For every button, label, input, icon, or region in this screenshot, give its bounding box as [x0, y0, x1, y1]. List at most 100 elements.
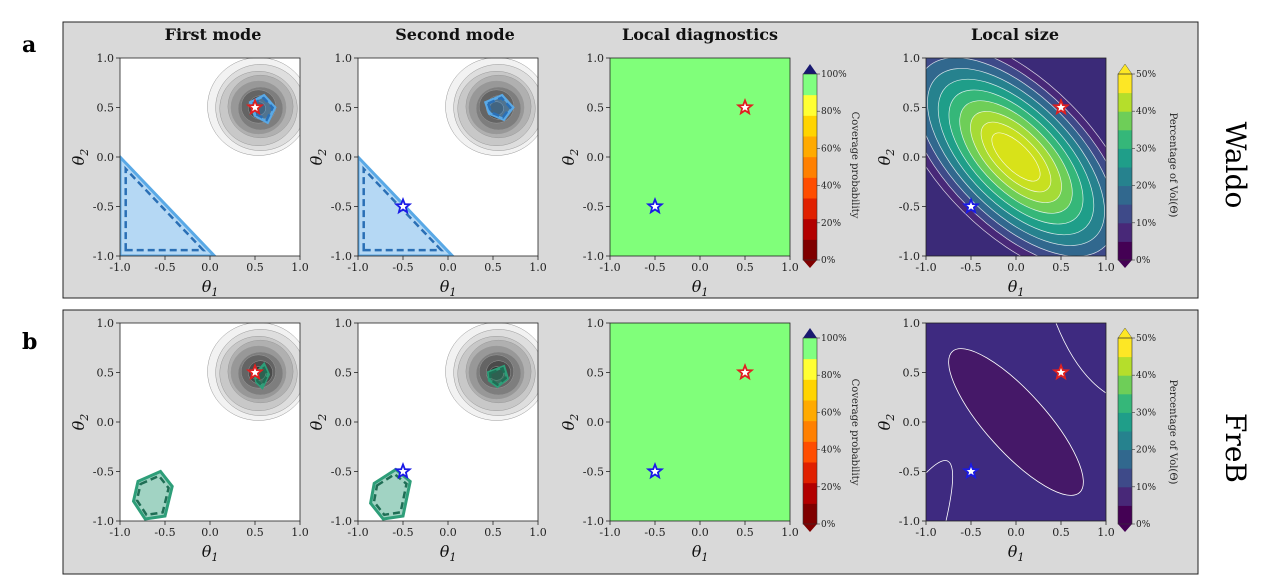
- x-axis-label: θ1: [202, 542, 219, 564]
- colorbar-segment: [803, 177, 817, 199]
- method-label-waldo: Waldo: [1219, 122, 1252, 209]
- colorbar-segment: [1118, 375, 1132, 395]
- colorbar-tick-label: 60%: [821, 144, 841, 154]
- x-tick-label: 1.0: [291, 261, 309, 274]
- blue-star-marker: [393, 197, 413, 215]
- colorbar-tick-label: 40%: [1136, 107, 1156, 117]
- colorbar-tick-label: 0%: [1136, 520, 1151, 530]
- y-axis-label: θ2: [69, 149, 91, 166]
- colorbar-segment: [803, 94, 817, 116]
- red-star-marker: [1051, 363, 1071, 381]
- y-tick-label: 1.0: [903, 52, 921, 65]
- colorbar-tick-label: 60%: [821, 408, 841, 418]
- x-axis-label: θ1: [440, 542, 457, 564]
- size-contour: [991, 132, 1041, 182]
- column-title-local-size: Local size: [971, 25, 1059, 44]
- y-tick-label: 0.5: [587, 367, 605, 380]
- x-tick-label: -0.5: [960, 261, 981, 274]
- colorbar-segment: [1118, 92, 1132, 112]
- x-tick-label: -0.5: [392, 526, 413, 539]
- x-tick-label: 0.0: [1007, 261, 1025, 274]
- colorbar-segment: [1118, 393, 1132, 413]
- x-tick-label: 0.0: [691, 261, 709, 274]
- colorbar-segment: [803, 358, 817, 380]
- x-tick-label: -1.0: [347, 526, 368, 539]
- colorbar-tick-label: 30%: [1136, 408, 1156, 418]
- colorbar-segment: [803, 156, 817, 178]
- coverage-heatmap: [610, 323, 790, 521]
- y-tick-label: 0.5: [335, 367, 353, 380]
- column-title-second-mode: Second mode: [395, 25, 515, 44]
- colorbar-extend-top: [803, 64, 817, 74]
- x-tick-label: -1.0: [109, 261, 130, 274]
- y-tick-label: 0.5: [587, 102, 605, 115]
- confidence-region-dashed: [124, 165, 207, 252]
- row-letter-a: a: [22, 32, 36, 58]
- colorbar-segment: [1118, 338, 1132, 358]
- x-tick-label: 0.0: [439, 261, 457, 274]
- panel-waldo-first-mode: -1.0 -0.5 0.0 0.5 1.0 1.0 0.5 0.0 -0.5 -1.0 θ1 θ2: [69, 52, 309, 299]
- colorbar-title: Coverage probability: [849, 379, 860, 486]
- x-tick-label: 1.0: [781, 261, 799, 274]
- confidence-region-dashed: [254, 364, 269, 388]
- y-tick-label: 0.0: [587, 416, 605, 429]
- x-tick-label: -1.0: [109, 526, 130, 539]
- y-tick-label: 0.0: [335, 416, 353, 429]
- y-tick-label: -0.5: [93, 201, 114, 214]
- x-tick-label: -1.0: [915, 526, 936, 539]
- x-tick-label: 0.5: [246, 261, 264, 274]
- colorbar-tick-label: 100%: [821, 334, 847, 344]
- y-axis-label: θ2: [307, 149, 329, 166]
- column-title-first-mode: First mode: [165, 25, 262, 44]
- y-axis-label: θ2: [69, 414, 91, 431]
- y-tick-label: 1.0: [97, 52, 115, 65]
- colorbar-extend-bottom: [1118, 260, 1132, 268]
- colorbar-extend-top: [803, 328, 817, 338]
- x-tick-label: -1.0: [347, 261, 368, 274]
- colorbar-tick-label: 100%: [821, 70, 847, 80]
- colorbar-tick-label: 40%: [821, 446, 841, 456]
- colorbar-segment: [1118, 111, 1132, 131]
- colorbar-segment: [1118, 431, 1132, 451]
- colorbar-segment: [1118, 412, 1132, 432]
- colorbar-segment: [1118, 148, 1132, 168]
- x-tick-label: 0.5: [736, 261, 754, 274]
- x-tick-label: -0.5: [392, 261, 413, 274]
- x-tick-label: -0.5: [644, 526, 665, 539]
- colorbar-coverage-freb: 100% 80% 60% 40% 20% 0% Coverage probability: [802, 328, 860, 532]
- red-star-marker: [735, 98, 755, 116]
- x-tick-label: -0.5: [154, 261, 175, 274]
- colorbar-tick-label: 40%: [1136, 371, 1156, 381]
- x-tick-label: -1.0: [599, 526, 620, 539]
- y-tick-label: -1.0: [93, 515, 114, 528]
- colorbar-segment: [803, 400, 817, 422]
- y-tick-label: 1.0: [335, 52, 353, 65]
- colorbar-tick-label: 40%: [821, 182, 841, 192]
- y-tick-label: 0.0: [335, 151, 353, 164]
- colorbar-extend-bottom: [803, 260, 817, 268]
- colorbar-segment: [1118, 185, 1132, 205]
- x-axis-label: θ1: [202, 277, 219, 299]
- y-axis-label: θ2: [559, 414, 581, 431]
- colorbar-segment: [803, 218, 817, 240]
- colorbar-tick-label: 0%: [821, 256, 836, 266]
- colorbar-segment: [1118, 222, 1132, 242]
- colorbar-size-waldo: 50% 40% 30% 20% 10% 0% Percentage of Vol(Θ): [1117, 63, 1178, 268]
- x-tick-label: 0.0: [439, 526, 457, 539]
- confidence-region: [120, 154, 217, 256]
- colorbar-title: Percentage of Vol(Θ): [1167, 380, 1178, 485]
- colorbar-segment: [1118, 505, 1132, 525]
- y-axis-label: θ2: [875, 149, 897, 166]
- colorbar-tick-label: 20%: [821, 483, 841, 493]
- y-tick-label: 0.5: [903, 367, 921, 380]
- red-star-marker: [245, 363, 265, 381]
- y-tick-label: -1.0: [93, 250, 114, 263]
- colorbar-tick-label: 10%: [1136, 219, 1156, 229]
- size-contour: [1055, 323, 1106, 394]
- y-axis-label: θ2: [875, 414, 897, 431]
- colorbar-segment: [803, 136, 817, 158]
- y-tick-label: 1.0: [587, 317, 605, 330]
- colorbar-segment: [803, 441, 817, 463]
- y-tick-label: -1.0: [583, 515, 604, 528]
- colorbar-tick-label: 0%: [1136, 256, 1151, 266]
